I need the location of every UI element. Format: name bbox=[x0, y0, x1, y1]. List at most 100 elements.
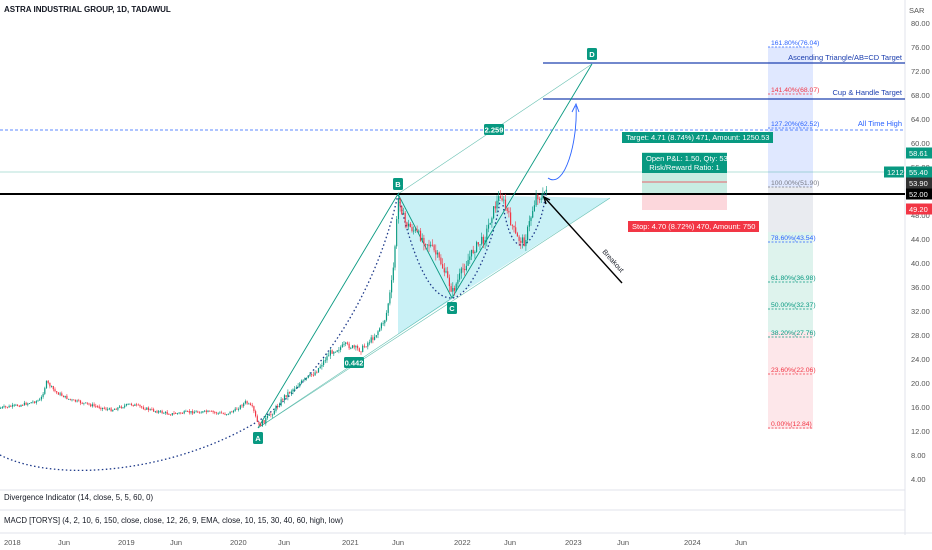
candle-body bbox=[404, 212, 406, 223]
price-tag bbox=[906, 188, 932, 200]
candle-body bbox=[265, 418, 267, 424]
candle-body bbox=[292, 389, 294, 392]
price-tick-label: 36.00 bbox=[911, 283, 930, 292]
fib-level-label: 0.00%(12.84) bbox=[771, 421, 812, 428]
candle-body bbox=[249, 403, 252, 405]
candle-body bbox=[171, 413, 173, 416]
candle-body bbox=[205, 410, 207, 413]
fib-zone-red bbox=[768, 332, 813, 429]
candle-body bbox=[181, 413, 184, 414]
candle-body bbox=[397, 198, 399, 220]
candle-body bbox=[241, 405, 243, 407]
candle-body bbox=[153, 409, 155, 412]
all-time-high-label: All Time High bbox=[858, 119, 902, 128]
svg-text:2.259: 2.259 bbox=[485, 126, 504, 135]
candle-body bbox=[312, 374, 314, 376]
price-tags: 58.61 55.40 1212 53.90 52.00 49.20 bbox=[884, 147, 932, 215]
candle-body bbox=[411, 227, 413, 232]
candle-body bbox=[280, 399, 282, 406]
candle-body bbox=[413, 230, 415, 232]
candle-body bbox=[436, 252, 439, 255]
candle-body bbox=[501, 198, 503, 201]
candle-body bbox=[484, 240, 486, 244]
candle-body bbox=[426, 244, 428, 246]
price-tag-label: 55.40 bbox=[909, 168, 928, 177]
price-tick-label: 44.00 bbox=[911, 235, 930, 244]
candle-body bbox=[544, 191, 546, 194]
price-tick-label: 32.00 bbox=[911, 307, 930, 316]
candle-body bbox=[402, 212, 405, 215]
candle-body bbox=[294, 388, 296, 390]
candle-body bbox=[68, 398, 70, 400]
price-tick-label: 16.00 bbox=[911, 403, 930, 412]
svg-text:0.442: 0.442 bbox=[345, 359, 364, 368]
price-axis[interactable]: 80.0076.0072.0068.0064.0060.0056.0052.00… bbox=[911, 19, 930, 484]
candle-body bbox=[239, 405, 241, 409]
candle-body bbox=[537, 194, 539, 200]
candle-body bbox=[39, 399, 41, 401]
candle-body bbox=[453, 287, 456, 291]
price-tick-label: 64.00 bbox=[911, 115, 930, 124]
candle-body bbox=[336, 350, 338, 352]
candle-body bbox=[231, 411, 233, 413]
candle-body bbox=[11, 404, 14, 407]
candle-body bbox=[523, 237, 525, 247]
time-tick-label: Jun bbox=[278, 538, 290, 547]
candle-body bbox=[197, 411, 199, 413]
candle-body bbox=[414, 229, 416, 231]
cup-handle-target-label: Cup & Handle Target bbox=[833, 88, 903, 97]
stop-info: Stop: 4.70 (8.72%) 470, Amount: 750 bbox=[628, 221, 760, 232]
candle-body bbox=[127, 404, 129, 405]
candle-body bbox=[277, 405, 279, 407]
candle-body bbox=[258, 421, 260, 425]
fib-level-label: 78.60%(43.54) bbox=[771, 235, 816, 242]
candle-body bbox=[124, 405, 126, 408]
divergence-indicator-label[interactable]: Divergence Indicator (14, close, 5, 5, 6… bbox=[4, 493, 154, 502]
candle-body bbox=[57, 392, 59, 395]
candle-body bbox=[474, 251, 476, 253]
candle-body bbox=[193, 412, 195, 414]
candle-body bbox=[78, 400, 80, 402]
candle-body bbox=[178, 412, 180, 414]
candle-body bbox=[357, 345, 359, 349]
price-tick-label: 80.00 bbox=[911, 19, 930, 28]
candle-body bbox=[272, 414, 274, 416]
candle-body bbox=[319, 366, 321, 369]
candle-body bbox=[253, 406, 255, 412]
candle-body bbox=[125, 404, 127, 406]
candle-body bbox=[256, 416, 258, 422]
candle-body bbox=[287, 392, 289, 397]
candle-body bbox=[392, 267, 394, 281]
candle-body bbox=[450, 286, 452, 292]
candle-body bbox=[71, 399, 73, 401]
candle-body bbox=[132, 404, 134, 406]
macd-indicator-label[interactable]: MACD [TORYS] (4, 2, 10, 6, 150, close, c… bbox=[4, 516, 344, 525]
candle-body bbox=[96, 406, 99, 407]
candle-body bbox=[74, 399, 76, 402]
price-tick-label: 8.00 bbox=[911, 451, 926, 460]
candle-body bbox=[86, 402, 88, 404]
candle-body bbox=[435, 250, 437, 255]
price-tag-label: 49.20 bbox=[909, 205, 928, 214]
candle-body bbox=[136, 404, 138, 406]
candle-body bbox=[498, 196, 500, 201]
candle-body bbox=[246, 401, 248, 404]
candle-body bbox=[3, 406, 5, 408]
candle-body bbox=[334, 351, 337, 353]
fib-level-label: 61.80%(36.98) bbox=[771, 275, 816, 282]
candle-body bbox=[406, 222, 408, 227]
candle-body bbox=[198, 412, 201, 414]
candle-body bbox=[69, 398, 71, 400]
fib-level-label: 23.60%(22.06) bbox=[771, 367, 816, 374]
countdown-tag bbox=[884, 166, 904, 178]
chart-title: ASTRA INDUSTRIAL GROUP, 1D, TADAWUL bbox=[4, 5, 171, 14]
candle-body bbox=[30, 402, 32, 404]
candle-body bbox=[166, 411, 168, 415]
time-axis[interactable]: 2018 Jun 2019 Jun 2020 Jun 2021 Jun 2022 Jun 2023 J… bbox=[4, 538, 747, 547]
candle-body bbox=[156, 411, 158, 413]
candle-body bbox=[521, 237, 524, 243]
candle-body bbox=[416, 229, 418, 232]
position-loss-zone bbox=[642, 194, 727, 210]
cup-curve-small bbox=[397, 193, 501, 299]
